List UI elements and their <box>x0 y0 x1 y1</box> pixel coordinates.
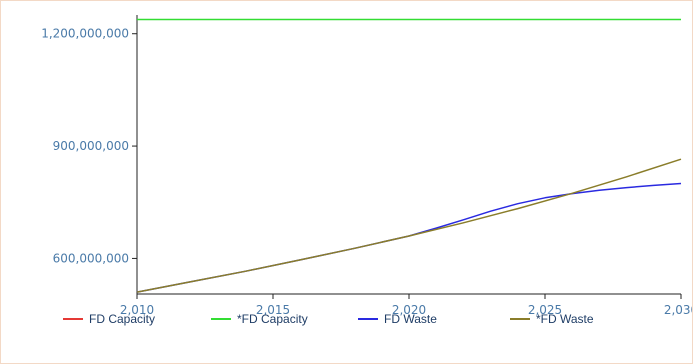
legend-label-fd-capacity: FD Capacity <box>89 312 155 326</box>
legend: FD Capacity *FD Capacity FD Waste *FD Waste <box>63 312 594 326</box>
tick-marks <box>132 33 682 299</box>
x-tick-label: 2,015 <box>256 303 290 317</box>
legend-label-fd-waste: FD Waste <box>384 312 437 326</box>
y-tick-label: 1,200,000,000 <box>41 27 129 41</box>
series-line-star-fd-waste <box>136 158 682 293</box>
x-tick-label: 2,025 <box>528 303 562 317</box>
tick-labels: 600,000,000 900,000,000 1,200,000,000 2,010… <box>41 27 692 317</box>
x-tick-label: 2,020 <box>392 303 426 317</box>
axes <box>136 15 681 295</box>
legend-label-star-fd-waste: *FD Waste <box>536 312 594 326</box>
y-tick-label: 600,000,000 <box>53 251 129 265</box>
series-lines <box>136 18 682 293</box>
y-tick-label: 900,000,000 <box>53 139 129 153</box>
legend-label-star-fd-capacity: *FD Capacity <box>237 312 308 326</box>
x-tick-label: 2,030 <box>664 303 692 317</box>
x-tick-label: 2,010 <box>120 303 154 317</box>
